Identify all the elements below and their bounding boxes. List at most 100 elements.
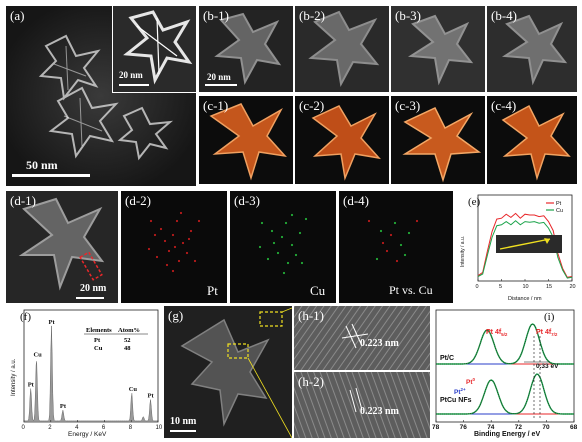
x-tick-label: 68 <box>570 424 578 431</box>
label-pt4f52: Pt 4f5/2 <box>486 329 508 337</box>
raw-spectrum-curve-1 <box>436 373 574 415</box>
panel-d3: (d-3) Cu <box>230 191 336 303</box>
fit-component-curve <box>436 323 574 365</box>
panel-a-stem-image: (a) 50 nm 20 nm <box>6 6 196 186</box>
lattice-spacing-h2: 0.223 nm <box>360 406 399 417</box>
panel-c1: (c-1) <box>199 96 293 184</box>
label-pt2: Pt2+ <box>454 387 466 396</box>
x-tick-label: 2 <box>48 425 52 431</box>
panel-e-label: (e) <box>468 196 481 208</box>
panel-d4: (d-4) Pt vs. Cu <box>339 191 453 303</box>
x-tick-label: 15 <box>546 284 552 290</box>
panel-b4-label: (b-4) <box>491 8 517 23</box>
peak-label: Pt <box>60 403 67 410</box>
x-tick-label: 72 <box>515 424 523 431</box>
panel-a-label: (a) <box>10 8 25 23</box>
panel-d1-scale-label: 20 nm <box>80 283 107 294</box>
panel-b3-label: (b-3) <box>395 8 421 23</box>
panel-b3: (b-3) <box>391 6 485 92</box>
panel-b2-label: (b-2) <box>299 8 325 23</box>
panel-e-line-profile: (e) Intensity / a.u. Distance / nm 0 5 10 1… <box>456 191 578 303</box>
x-tick-label: 20 <box>570 284 576 290</box>
peak-label: Cu <box>33 351 42 358</box>
x-tick-label: 8 <box>129 425 133 431</box>
composition-table: Elements Atom% Pt 52 Cu 48 <box>84 327 148 352</box>
scale-bar <box>12 174 90 177</box>
panel-c3: (c-3) <box>391 96 485 184</box>
panel-c2: (c-2) <box>295 96 389 184</box>
panel-c3-label: (c-3) <box>395 98 421 113</box>
panel-d2-label: (d-2) <box>125 193 151 208</box>
panel-h1-lattice: (h-1) 0.223 nm <box>294 306 430 370</box>
panel-i-xps: (i) Binding Energy / eV 78 76 74 72 70 68 Pt/… <box>432 306 578 438</box>
panel-b1-scale-label: 20 nm <box>207 72 231 82</box>
panel-c4-label: (c-4) <box>491 98 517 113</box>
x-tick-label: 0 <box>22 425 26 431</box>
peak-label: Pt <box>48 319 55 326</box>
panel-b1-label: (b-1) <box>203 8 229 23</box>
selection-box-h2 <box>227 343 249 359</box>
table-header-elements: Elements <box>86 327 112 334</box>
legend-label-pt: Pt <box>556 201 562 207</box>
lattice-spacing-h1: 0.223 nm <box>360 338 399 349</box>
legend-label-cu: Cu <box>556 208 563 214</box>
x-tick-label: 78 <box>432 424 440 431</box>
x-tick-label: 6 <box>102 425 106 431</box>
table-row-cu-element: Cu <box>94 345 103 352</box>
line-profile-chart: (e) Intensity / a.u. Distance / nm 0 5 10 1… <box>460 194 576 302</box>
pt-map-element-label: Pt <box>207 283 218 298</box>
inset-scale-bar <box>119 84 149 86</box>
spectrum-area <box>23 325 159 423</box>
label-ptcu: PtCu NFs <box>440 397 472 404</box>
xps-chart: (i) Binding Energy / eV 78 76 74 72 70 68 Pt/… <box>432 309 578 438</box>
table-row-pt-element: Pt <box>94 337 101 344</box>
panel-h2-lattice: (h-2) 0.223 nm <box>294 372 430 438</box>
eds-spectrum-chart: (f) Intensity / a.u. Energy / KeV 0 2 4 6 8 1… <box>11 309 162 438</box>
zoom-guide-line <box>247 357 292 438</box>
label-ptc: Pt/C <box>440 355 454 362</box>
panel-f-label: (f) <box>20 311 31 323</box>
table-header-atom: Atom% <box>118 327 140 334</box>
panel-g-label: (g) <box>168 308 184 323</box>
table-row-pt-value: 52 <box>124 337 131 344</box>
overlay-eds-map <box>367 219 419 263</box>
panel-b4: (b-4) <box>487 6 577 92</box>
inset-scale-label: 20 nm <box>119 70 143 80</box>
panel-d1-scale-bar <box>76 297 104 299</box>
panel-d2: (d-2) Pt <box>121 191 227 303</box>
x-tick-label: 76 <box>460 424 468 431</box>
panel-c4: (c-4) <box>487 96 577 184</box>
panel-g-scale-label: 10 nm <box>170 416 197 427</box>
label-pt0: Pt0 <box>466 377 476 386</box>
scale-label: 50 nm <box>26 158 58 172</box>
panel-h1-label: (h-1) <box>298 308 324 323</box>
label-shift: 0.33 eV <box>536 363 559 370</box>
chart-f-xlabel: Energy / KeV <box>68 431 107 438</box>
peak-label: Pt <box>147 392 154 399</box>
pt-eds-map <box>147 211 201 273</box>
panel-b1: (b-1) 20 nm <box>199 6 293 92</box>
chart-f-ylabel: Intensity / a.u. <box>11 358 17 396</box>
envelope-fit-curve <box>436 323 574 365</box>
panel-f-eds-spectrum: (f) Intensity / a.u. Energy / KeV 0 2 4 6 8 1… <box>6 306 162 438</box>
profile-arrow-head <box>544 238 550 244</box>
panel-h2-label: (h-2) <box>298 374 324 389</box>
panel-d1: (d-1) 20 nm <box>6 191 118 303</box>
x-tick-label: 10 <box>523 284 529 290</box>
overlay-map-element-label: Pt vs. Cu <box>389 283 433 297</box>
panel-i-label: (i) <box>544 311 555 323</box>
chart-e-xlabel: Distance / nm <box>508 296 542 302</box>
raw-spectrum-curve-0 <box>436 323 574 365</box>
peak-label: Cu <box>129 386 138 393</box>
panel-c2-label: (c-2) <box>299 98 325 113</box>
panel-d1-label: (d-1) <box>10 193 36 208</box>
panel-d4-label: (d-4) <box>343 193 369 208</box>
inset-stem-strip <box>496 235 562 253</box>
chart-e-ylabel: Intensity / a.u. <box>460 236 466 267</box>
x-tick-label: 5 <box>499 284 502 290</box>
panel-b1-scale-bar <box>205 84 237 86</box>
profile-arrow <box>499 238 551 250</box>
x-tick-label: 70 <box>542 424 550 431</box>
table-row-cu-value: 48 <box>124 345 131 352</box>
panel-g-hrtem: (g) 10 nm <box>164 306 292 438</box>
